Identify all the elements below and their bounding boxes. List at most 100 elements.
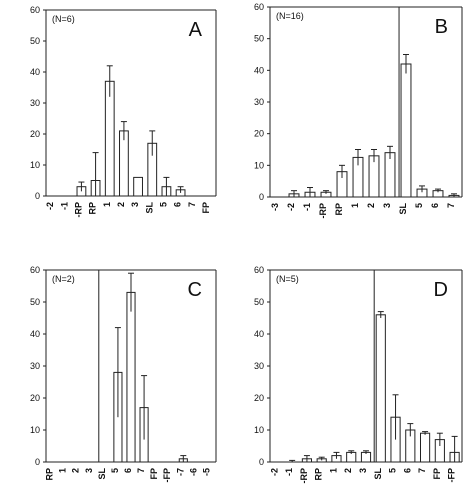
x-tick-label: 7 <box>446 203 456 208</box>
y-tick-label: 0 <box>35 457 40 467</box>
error-bar <box>303 455 310 462</box>
error-bar <box>291 190 297 197</box>
y-tick-label: 10 <box>30 425 40 435</box>
x-tick-label: 5 <box>388 468 398 473</box>
x-tick-label: 2 <box>343 468 353 473</box>
sample-size-label: (N=16) <box>276 11 304 21</box>
error-bar <box>333 451 340 459</box>
bar-b-7 <box>384 152 396 198</box>
error-bar <box>180 455 187 462</box>
x-tick-label: -2 <box>45 202 55 210</box>
y-tick-label: 40 <box>30 67 40 77</box>
y-tick-label: 50 <box>254 297 264 307</box>
panel-a: 0 10 20 30 40 50 60 -2 -1 -RP RP 1 2 3 SL 5 6 7 FP (N=6) A <box>30 5 217 218</box>
x-tick-label: -2 <box>286 203 296 211</box>
y-tick-label: 40 <box>254 329 264 339</box>
y-tick-label: 40 <box>254 65 264 75</box>
x-tick-label: 2 <box>71 468 81 473</box>
error-bar <box>451 435 458 462</box>
panel-d: 0 10 20 30 40 50 60 -2 -1 -RP RP 1 2 3 SL 5 6 7 FP -FP (N=5)… <box>254 265 463 484</box>
error-bar <box>371 149 377 163</box>
x-tick-label: RP <box>334 203 344 216</box>
x-tick-label: 3 <box>358 468 368 473</box>
x-tick-label: -1 <box>59 202 69 210</box>
y-tick-label: 30 <box>30 361 40 371</box>
y-tick-label: 50 <box>30 297 40 307</box>
bar-a-5 <box>119 130 129 197</box>
x-tick-label: FP <box>432 468 442 480</box>
x-tick-label: 7 <box>187 202 197 207</box>
error-bar <box>149 130 156 156</box>
error-bar <box>307 187 313 197</box>
x-tick-label: -5 <box>201 468 211 476</box>
x-tick-label: SL <box>97 468 107 480</box>
x-tick-label: 3 <box>130 202 140 207</box>
x-tick-label: 3 <box>382 203 392 208</box>
x-tick-label: FP <box>149 468 159 480</box>
x-tick-label: 2 <box>116 202 126 207</box>
x-tick-label: 5 <box>110 468 120 473</box>
x-tick-label: 7 <box>136 468 146 473</box>
y-tick-label: 60 <box>30 5 40 15</box>
error-bar <box>451 193 457 197</box>
x-tick-label: 7 <box>417 468 427 473</box>
y-tick-label: 50 <box>30 36 40 46</box>
y-tick-label: 40 <box>30 329 40 339</box>
error-bar <box>106 65 113 97</box>
x-tick-label: 1 <box>58 468 68 473</box>
panel-b: 0 10 20 30 40 50 60 -3 -2 -1 -RP RP 1 2 3 SL 5 6 7 (N=16) B <box>254 2 463 219</box>
y-tick-label: 20 <box>30 129 40 139</box>
y-tick-label: 0 <box>35 191 40 201</box>
error-bar <box>339 164 345 178</box>
x-tick-label: 3 <box>84 468 94 473</box>
x-tick-label: RP <box>314 468 324 481</box>
error-bar <box>436 432 443 446</box>
x-tick-label: -1 <box>302 203 312 211</box>
y-tick-label: 20 <box>254 393 264 403</box>
y-tick-label: 60 <box>30 265 40 275</box>
x-tick-label: -FP <box>447 468 457 483</box>
x-tick-label: 2 <box>366 203 376 208</box>
x-tick-label: 6 <box>430 203 440 208</box>
y-tick-label: 10 <box>30 160 40 170</box>
x-tick-label: -6 <box>188 468 198 476</box>
bar-c-6 <box>126 291 136 463</box>
error-bar <box>407 423 414 437</box>
error-bar <box>422 431 429 435</box>
panel-letter: C <box>188 279 202 301</box>
y-tick-label: 20 <box>254 129 264 139</box>
error-bar <box>92 152 99 196</box>
x-tick-label: SL <box>398 203 408 215</box>
bar-a-6 <box>133 176 143 197</box>
error-bar <box>177 186 184 193</box>
error-bar <box>403 54 409 74</box>
x-tick-label: -3 <box>270 203 280 211</box>
error-bar <box>318 456 325 461</box>
error-bar <box>163 176 170 196</box>
x-tick-label: 6 <box>402 468 412 473</box>
x-tick-label: RP <box>45 468 55 481</box>
panel-c: 0 10 20 30 40 50 60 RP 1 2 3 SL 5 6 7 FP -FP -7 -6 -5 (N=2) C <box>30 265 217 483</box>
y-tick-label: 60 <box>254 2 264 12</box>
error-bar <box>120 121 127 141</box>
x-tick-label: SL <box>144 202 154 214</box>
error-bar <box>435 188 441 193</box>
x-tick-label: -2 <box>269 468 279 476</box>
error-bar <box>128 272 134 312</box>
bar-a-4 <box>104 80 115 197</box>
x-tick-label: -FP <box>162 468 172 483</box>
y-tick-label: 30 <box>254 361 264 371</box>
error-bar <box>323 190 329 194</box>
y-tick-label: 60 <box>254 265 264 275</box>
x-tick-label: SL <box>373 468 383 480</box>
x-tick-label: -RP <box>73 202 83 218</box>
x-tick-label: RP <box>88 202 98 215</box>
bar-d-7 <box>375 314 386 463</box>
x-tick-label: 1 <box>328 468 338 473</box>
x-tick-label: -7 <box>175 468 185 476</box>
y-tick-label: 50 <box>254 34 264 44</box>
y-tick-label: 30 <box>30 98 40 108</box>
sample-size-label: (N=6) <box>52 14 75 24</box>
error-bar <box>141 375 148 440</box>
panel-letter: B <box>435 16 448 38</box>
